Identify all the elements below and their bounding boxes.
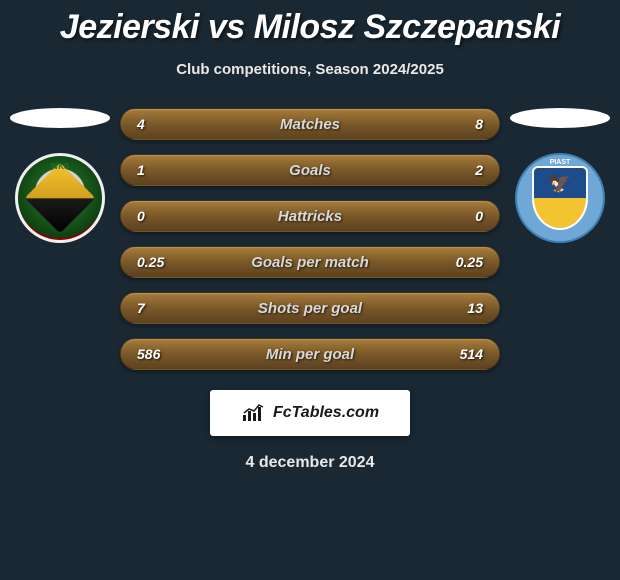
player-left-column [5, 108, 115, 243]
competition-subtitle: Club competitions, Season 2024/2025 [0, 61, 620, 78]
player-right-avatar [510, 108, 610, 128]
player-left-avatar [10, 108, 110, 128]
comparison-date: 4 december 2024 [120, 454, 500, 472]
stat-right-value: 514 [460, 346, 483, 362]
stat-left-value: 586 [137, 346, 160, 362]
club-badge-right-ring-text: PIAST [517, 155, 603, 241]
stat-row: 0 Hattricks 0 [120, 200, 500, 232]
stat-row: 4 Matches 8 [120, 108, 500, 140]
stat-right-value: 2 [475, 162, 483, 178]
stat-right-value: 8 [475, 116, 483, 132]
comparison-content: 🦅 PIAST 4 Matches 8 1 Goals 2 0 Hattrick… [0, 108, 620, 472]
stat-right-value: 0 [475, 208, 483, 224]
stat-right-value: 13 [467, 300, 483, 316]
stat-left-value: 1 [137, 162, 145, 178]
stat-label: Min per goal [266, 346, 354, 363]
club-badge-right-eagle-icon: 🦅 [549, 173, 571, 194]
stat-row: 586 Min per goal 514 [120, 338, 500, 370]
stat-row: 7 Shots per goal 13 [120, 292, 500, 324]
stat-row: 1 Goals 2 [120, 154, 500, 186]
page-title: Jezierski vs Milosz Szczepanski [0, 0, 620, 47]
club-badge-right: 🦅 PIAST [515, 153, 605, 243]
club-badge-left-crest [25, 163, 96, 234]
stat-right-value: 0.25 [456, 254, 483, 270]
stat-label: Hattricks [278, 208, 342, 225]
chart-icon [241, 403, 267, 423]
stat-left-value: 0.25 [137, 254, 164, 270]
stat-label: Matches [280, 116, 340, 133]
stat-label: Goals per match [251, 254, 369, 271]
stats-list: 4 Matches 8 1 Goals 2 0 Hattricks 0 0.25… [120, 108, 500, 370]
stat-row: 0.25 Goals per match 0.25 [120, 246, 500, 278]
stat-left-value: 7 [137, 300, 145, 316]
footer-brand-text: FcTables.com [273, 404, 379, 422]
stat-left-value: 0 [137, 208, 145, 224]
club-badge-left [15, 153, 105, 243]
footer-brand-logo[interactable]: FcTables.com [210, 390, 410, 436]
stat-label: Goals [289, 162, 331, 179]
stat-label: Shots per goal [258, 300, 362, 317]
player-right-column: 🦅 PIAST [505, 108, 615, 243]
stat-left-value: 4 [137, 116, 145, 132]
